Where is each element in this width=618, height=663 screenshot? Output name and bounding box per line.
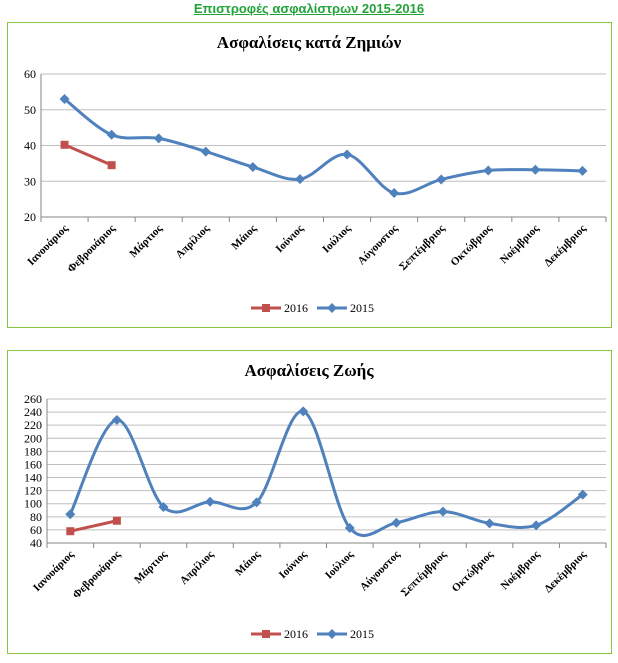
series-line-2015 (63, 97, 583, 196)
legend-marker-2016 (262, 630, 270, 638)
y-tick-label: 60 (30, 523, 42, 537)
x-tick-label: Οκτώβριος (448, 222, 494, 268)
data-point-2015 (483, 165, 494, 176)
y-tick-label: 200 (24, 431, 42, 445)
x-tick-label: Σεπτέμβριος (399, 548, 450, 599)
data-point-2015 (106, 129, 117, 140)
y-tick-label: 220 (24, 418, 42, 432)
x-tick-label: Μάιος (233, 548, 263, 578)
x-tick-label: Ιούνιος (277, 548, 310, 581)
x-tick-label: Αύγουστος (358, 548, 403, 593)
x-tick-label: Απρίλιος (174, 222, 213, 261)
data-point-2015 (65, 509, 76, 520)
y-tick-label: 50 (24, 103, 36, 117)
series-line-2016 (69, 519, 118, 533)
data-point-2015 (111, 414, 122, 425)
chart-title: Ασφαλίσεις Ζωής (244, 361, 374, 380)
y-tick-label: 30 (24, 174, 36, 188)
data-point-2015 (389, 188, 400, 199)
x-tick-label: Ιανουάριος (31, 548, 77, 594)
y-tick-label: 40 (30, 536, 42, 550)
y-tick-label: 80 (30, 510, 42, 524)
data-point-2015 (251, 497, 262, 508)
x-tick-label: Δεκέμβριος (542, 548, 589, 595)
x-tick-label: Δεκέμβριος (542, 222, 589, 269)
x-tick-label: Ιούλιος (323, 548, 356, 581)
legend-label-2016: 2016 (284, 301, 308, 315)
data-point-2015 (577, 489, 588, 500)
x-tick-label: Ιούλιος (320, 222, 353, 255)
x-tick-label: Ιούνιος (274, 222, 307, 255)
data-point-2015 (158, 502, 169, 512)
y-tick-label: 120 (24, 484, 42, 498)
page-title: Επιστροφές ασφαλίστρων 2015-2016 (193, 1, 425, 16)
y-tick-label: 180 (24, 444, 42, 458)
x-tick-label: Απρίλιος (178, 548, 217, 587)
data-point-2016 (112, 516, 121, 525)
data-point-2015 (391, 517, 402, 528)
data-point-2015 (531, 520, 542, 531)
data-point-2016 (66, 527, 75, 536)
series-line-2016 (63, 143, 113, 167)
chart-title: Ασφαλίσεις κατά Ζημιών (217, 33, 402, 52)
x-tick-label: Φεβρουάριος (70, 548, 123, 601)
x-tick-label: Νοέμβριος (499, 548, 543, 592)
data-point-2015 (436, 174, 447, 185)
data-point-2015 (247, 161, 258, 172)
legend-marker-2015 (327, 629, 337, 639)
chart-life-insurance: Ασφαλίσεις Ζωής 40 60 80 100 120 140 160 180 200 2… (7, 350, 612, 654)
chart-claims-insurance: Ασφαλίσεις κατά Ζημιών 20 30 40 50 60 Ιανουάρι… (7, 22, 612, 328)
x-tick-label: Οκτώβριος (450, 548, 496, 594)
chart-svg: Ασφαλίσεις κατά Ζημιών 20 30 40 50 60 Ιανουάρι… (24, 33, 607, 315)
data-point-2015 (298, 406, 309, 417)
data-point-2015 (437, 506, 448, 517)
data-point-2016 (107, 161, 116, 170)
data-point-2015 (530, 164, 541, 175)
legend-label-2015: 2015 (350, 301, 374, 315)
legend-label-2015: 2015 (350, 627, 374, 641)
x-tick-label: Φεβρουάριος (65, 222, 118, 275)
data-point-2015 (205, 496, 216, 507)
data-point-2015 (577, 165, 588, 176)
y-tick-label: 100 (24, 497, 42, 511)
data-point-2015 (59, 94, 70, 105)
y-tick-label: 60 (24, 67, 36, 81)
data-point-2015 (484, 518, 495, 529)
x-tick-label: Μάρτιος (132, 548, 170, 586)
y-tick-label: 260 (24, 392, 42, 406)
y-tick-label: 20 (24, 210, 36, 224)
y-tick-label: 40 (24, 139, 36, 153)
x-tick-label: Νοέμβριος (498, 222, 542, 266)
y-tick-label: 160 (24, 457, 42, 471)
y-tick-label: 140 (24, 471, 42, 485)
x-tick-label: Μάιος (229, 222, 259, 252)
legend-label-2016: 2016 (284, 627, 308, 641)
x-tick-label: Μάρτιος (127, 222, 165, 260)
data-point-2016 (60, 140, 69, 149)
x-tick-label: Αύγουστος (356, 222, 401, 267)
data-point-2015 (153, 133, 164, 144)
legend-marker-2015 (327, 303, 337, 313)
data-point-2015 (344, 522, 355, 533)
y-tick-label: 240 (24, 405, 42, 419)
x-tick-label: Σεπτέμβριος (397, 222, 448, 273)
x-tick-label: Ιανουάριος (25, 222, 71, 268)
data-point-2015 (342, 149, 353, 160)
chart-svg: Ασφαλίσεις Ζωής4060801001201401601802002… (24, 361, 607, 641)
legend-marker-2016 (262, 304, 270, 312)
data-point-2015 (294, 174, 305, 185)
data-point-2015 (200, 146, 211, 157)
